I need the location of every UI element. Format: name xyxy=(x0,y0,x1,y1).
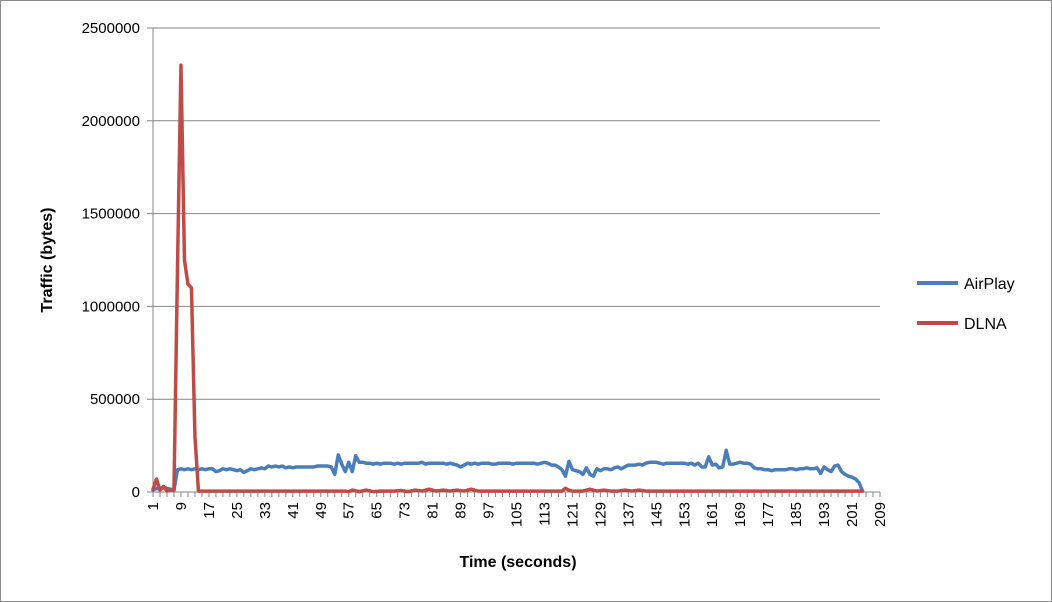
y-tick-label: 2000000 xyxy=(82,113,140,130)
x-tick-label: 105 xyxy=(509,502,526,527)
x-tick-label: 57 xyxy=(341,502,358,519)
x-tick-label: 65 xyxy=(369,502,386,519)
x-tick-label: 169 xyxy=(732,502,749,527)
x-tick-label: 25 xyxy=(229,502,246,519)
x-tick-label: 185 xyxy=(788,502,805,527)
x-tick-label: 89 xyxy=(453,502,470,519)
x-tick-label: 9 xyxy=(173,502,190,510)
x-tick-label: 97 xyxy=(481,502,498,519)
series-lines xyxy=(151,63,865,494)
y-tick-label: 1500000 xyxy=(82,206,140,223)
x-tick-label: 81 xyxy=(425,502,442,519)
x-tick-label: 73 xyxy=(397,502,414,519)
x-tick-label: 137 xyxy=(620,502,637,527)
y-axis-title: Traffic (bytes) xyxy=(39,208,56,313)
legend-label-airplay: AirPlay xyxy=(964,276,1015,293)
x-tick-label: 153 xyxy=(676,502,693,527)
series-line-dlna xyxy=(151,63,865,494)
x-tick-label: 113 xyxy=(536,502,553,526)
x-tick-label: 193 xyxy=(816,502,833,527)
x-tick-label: 49 xyxy=(313,502,330,519)
y-tick-label: 500000 xyxy=(90,391,140,408)
x-tick-label: 201 xyxy=(844,502,861,527)
x-axis-title: Time (seconds) xyxy=(459,554,576,571)
legend: AirPlay DLNA xyxy=(917,276,1015,333)
x-tick-label: 161 xyxy=(704,502,721,527)
x-tick-label: 1 xyxy=(145,502,162,510)
x-tick-labels: 1 9 17 25 33 41 49 57 65 73 81 89 97 105 113 121 129 137 1… xyxy=(145,502,889,527)
x-tick-label: 121 xyxy=(564,502,581,527)
x-tick-label: 33 xyxy=(257,502,274,519)
x-tick-label: 129 xyxy=(592,502,609,527)
legend-label-dlna: DLNA xyxy=(964,316,1007,333)
x-tick-label: 145 xyxy=(648,502,665,527)
series-line-airplay xyxy=(151,448,865,493)
x-tick-label: 41 xyxy=(285,502,302,519)
x-tick-label: 209 xyxy=(872,502,889,527)
x-tick-label: 177 xyxy=(760,502,777,527)
x-tick-label: 17 xyxy=(201,502,218,519)
y-tick-labels: 0 500000 1000000 1500000 2000000 2500000 xyxy=(82,20,140,501)
axes xyxy=(147,27,881,497)
y-tick-label: 0 xyxy=(132,484,140,501)
y-tick-label: 1000000 xyxy=(82,298,140,315)
gridlines xyxy=(153,27,880,400)
y-tick-label: 2500000 xyxy=(82,20,140,37)
